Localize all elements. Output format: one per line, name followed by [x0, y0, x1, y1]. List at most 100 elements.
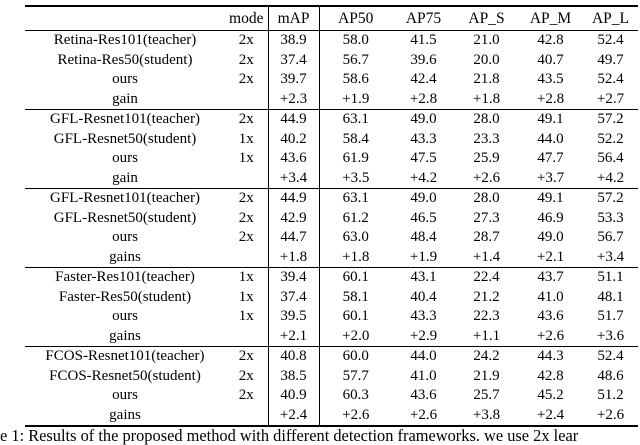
metric-cell: +3.4 [268, 168, 320, 189]
metric-cell: 49.0 [392, 109, 455, 130]
metric-cell: +1.9 [409, 248, 438, 265]
metric-cell: 43.3 [410, 308, 437, 324]
metric-cell: 20.0 [473, 51, 500, 68]
metric-cell: +2.6 [536, 327, 565, 344]
row-label: ours [112, 229, 138, 245]
metric-cell: 49.0 [392, 188, 455, 209]
table-row: GFL-Resnet50(student) 2x 42.9 61.2 46.5 27.3 4… [25, 208, 638, 228]
metric-cell: 44.3 [518, 346, 583, 367]
metric-cell: 1x [225, 149, 269, 169]
table-row: GFL-Resnet101(teacher) 2x 44.9 63.1 49.0 28.0… [25, 188, 638, 209]
metric-cell: 41.0 [537, 288, 564, 305]
metric-cell: +1.1 [472, 327, 501, 344]
metric-cell: 41.5 [410, 32, 437, 48]
table-row: gain +2.3 +1.9 +2.8 +1.8 +2.8 +2.7 [25, 89, 638, 110]
col-header-label [25, 6, 225, 31]
metric-cell: 37.4 [268, 50, 320, 70]
metric-cell: +3.4 [596, 248, 625, 265]
metric-cell: +2.6 [409, 406, 438, 423]
metric-cell: +2.8 [409, 90, 438, 107]
metric-cell: 40.9 [268, 386, 320, 406]
metric-cell: 52.4 [583, 346, 638, 367]
table-row: Faster-Res50(student) 1x 37.4 58.1 40.4 21.2 4… [25, 287, 638, 307]
table-caption: e 1: Results of the proposed method with… [0, 426, 579, 445]
metric-cell: +2.3 [268, 89, 320, 110]
metric-cell: 58.4 [342, 130, 369, 147]
metric-cell: 21.0 [473, 32, 500, 48]
metric-cell: +3.8 [472, 406, 501, 423]
col-header-ap-l: AP_L [583, 6, 638, 31]
metric-cell: 22.4 [455, 267, 518, 288]
metric-cell: +2.9 [409, 327, 438, 344]
metric-cell: 44.0 [537, 130, 564, 147]
metric-cell: 42.8 [537, 32, 564, 48]
table-body: Retina-Res101(teacher) 2x 38.9 58.0 41.5 21.0… [25, 30, 638, 426]
row-label: gain [112, 90, 138, 107]
table-row: ours 1x 43.6 61.9 47.5 25.9 47.7 56.4 [25, 149, 638, 169]
table-row: ours 2x 44.7 63.0 48.4 28.7 49.0 56.7 [25, 228, 638, 248]
metric-cell: 52.2 [597, 130, 624, 147]
metric-cell: 40.7 [537, 51, 564, 68]
metric-cell: 40.2 [268, 129, 320, 149]
metric-cell: 43.6 [537, 308, 564, 324]
metric-cell: 48.6 [597, 367, 624, 384]
table-row: ours 2x 39.7 58.6 42.4 21.8 43.5 52.4 [25, 70, 638, 90]
metric-cell: 28.0 [455, 188, 518, 209]
table-row: gain +3.4 +3.5 +4.2 +2.6 +3.7 +4.2 [25, 168, 638, 189]
table-row: ours 1x 39.5 60.1 43.3 22.3 43.6 51.7 [25, 307, 638, 327]
table-row: Retina-Res50(student) 2x 37.4 56.7 39.6 20.0 4… [25, 50, 638, 70]
metric-cell: 47.5 [410, 150, 437, 166]
metric-cell: +2.6 [342, 406, 370, 423]
metric-cell: 2x [225, 109, 269, 130]
metric-cell: 48.1 [597, 288, 624, 305]
results-table: mode mAP AP50 AP75 AP_S AP_M AP_L Retina… [25, 5, 638, 427]
metric-cell: +2.4 [536, 406, 565, 423]
row-label: ours [112, 150, 138, 166]
metric-cell: 39.6 [410, 51, 437, 68]
metric-cell: 43.1 [392, 267, 455, 288]
metric-cell: 57.2 [583, 109, 638, 130]
row-label: Retina-Res101(teacher) [53, 32, 197, 48]
metric-cell: 21.2 [473, 288, 500, 305]
row-label: GFL-Resnet50(student) [53, 130, 197, 147]
metric-cell: 46.9 [537, 209, 564, 226]
metric-cell: +2.6 [472, 169, 501, 186]
metric-cell: 38.9 [268, 30, 320, 51]
metric-cell [225, 405, 269, 426]
metric-cell: 46.5 [410, 209, 437, 226]
col-header-ap-m: AP_M [518, 6, 583, 31]
row-label: Faster-Res101(teacher) [25, 267, 225, 288]
metric-cell: 51.2 [597, 387, 624, 403]
metric-cell: 44.9 [268, 109, 320, 130]
metric-cell: +1.9 [342, 90, 370, 107]
metric-cell: 49.1 [518, 109, 583, 130]
metric-cell: +2.8 [536, 90, 565, 107]
row-label: GFL-Resnet101(teacher) [25, 188, 225, 209]
metric-cell: 2x [225, 386, 269, 406]
row-label: GFL-Resnet101(teacher) [25, 109, 225, 130]
metric-cell: +2.0 [342, 327, 370, 344]
table-row: gains +1.8 +1.8 +1.9 +1.4 +2.1 +3.4 [25, 247, 638, 268]
metric-cell: 57.2 [583, 188, 638, 209]
metric-cell: 51.7 [597, 308, 624, 324]
metric-cell: 24.2 [455, 346, 518, 367]
row-label: ours [112, 71, 138, 87]
metric-cell: +1.8 [268, 247, 320, 268]
metric-cell: 49.1 [518, 188, 583, 209]
metric-cell: 43.6 [410, 387, 437, 403]
metric-cell: 58.6 [342, 71, 369, 87]
metric-cell: +2.1 [268, 326, 320, 347]
metric-cell: 28.0 [455, 109, 518, 130]
metric-cell: 58.0 [342, 32, 369, 48]
row-label: Retina-Res50(student) [57, 51, 193, 68]
metric-cell: 56.4 [597, 150, 624, 166]
metric-cell: 63.1 [319, 188, 392, 209]
metric-cell: +2.1 [536, 248, 565, 265]
metric-cell: 52.4 [597, 32, 624, 48]
metric-cell: 21.9 [473, 367, 500, 384]
table-row: Faster-Res101(teacher) 1x 39.4 60.1 43.1 22.4… [25, 267, 638, 288]
metric-cell: 25.9 [473, 150, 500, 166]
metric-cell: 58.1 [342, 288, 369, 305]
col-header-map: mAP [268, 6, 320, 31]
metric-cell: 27.3 [473, 209, 500, 226]
